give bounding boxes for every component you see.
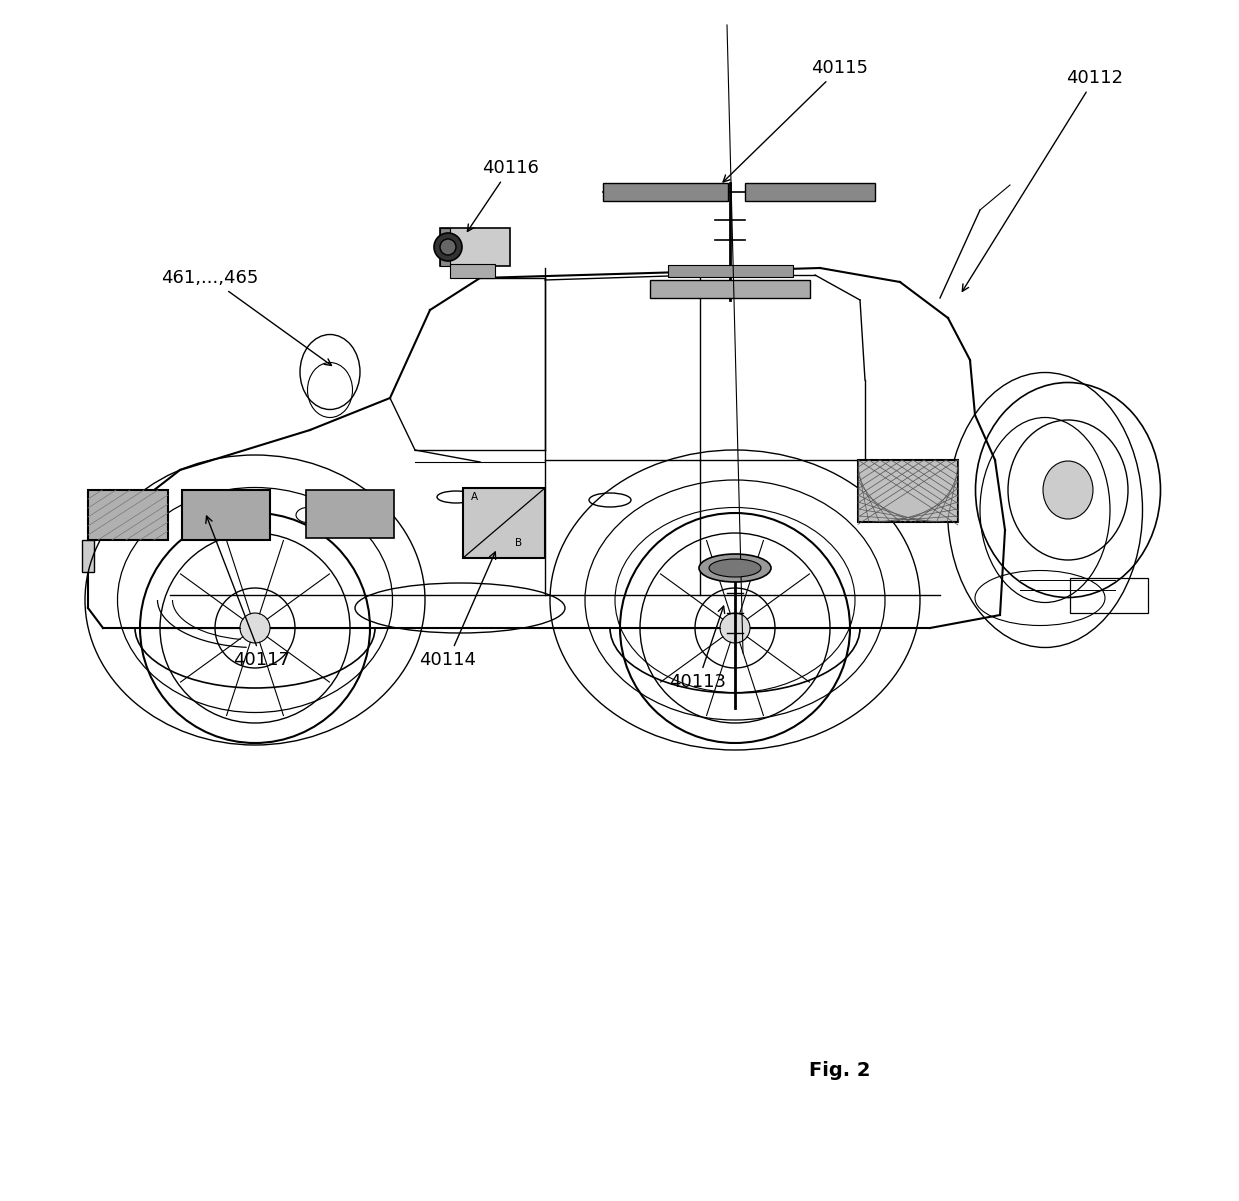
Bar — [182, 490, 270, 540]
Bar — [603, 183, 729, 201]
Ellipse shape — [699, 554, 771, 582]
Bar — [1070, 578, 1149, 613]
Bar — [88, 490, 169, 540]
Text: 40116: 40116 — [467, 159, 539, 232]
Text: 40114: 40114 — [420, 552, 496, 669]
Bar — [306, 490, 394, 538]
Ellipse shape — [434, 233, 462, 261]
Bar — [82, 540, 94, 572]
Text: 40115: 40115 — [724, 59, 869, 183]
Ellipse shape — [440, 239, 456, 255]
Text: 40113: 40113 — [669, 607, 726, 691]
Bar — [745, 183, 875, 201]
Bar — [440, 228, 510, 265]
Ellipse shape — [720, 613, 750, 643]
Text: B: B — [515, 538, 522, 548]
Bar — [650, 280, 810, 298]
Bar — [450, 264, 496, 277]
Text: A: A — [471, 492, 478, 502]
Ellipse shape — [240, 613, 270, 643]
Bar — [463, 488, 545, 558]
Text: 40112: 40112 — [963, 68, 1124, 292]
Ellipse shape — [1043, 461, 1093, 519]
Bar — [668, 265, 793, 277]
Text: 40117: 40117 — [206, 516, 290, 669]
Bar — [857, 460, 958, 522]
Text: Fig. 2: Fig. 2 — [809, 1060, 871, 1080]
Bar — [440, 228, 450, 265]
Text: 461,...,465: 461,...,465 — [161, 269, 332, 365]
Ellipse shape — [709, 558, 761, 576]
